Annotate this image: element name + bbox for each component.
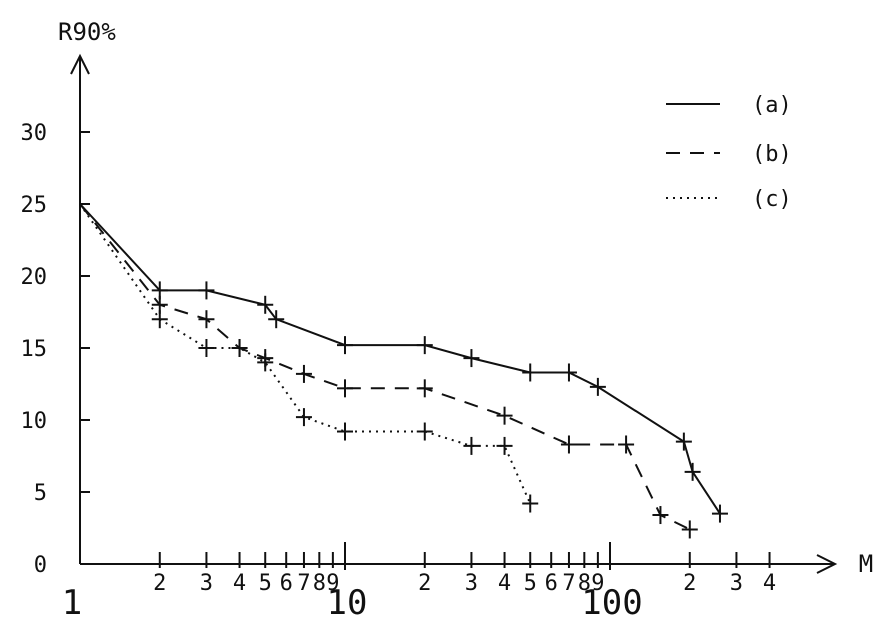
series-line-3 [79,203,532,504]
data-point-marker [618,435,635,454]
x-tick-label: 6 [280,571,293,596]
x-tick-label: 7 [297,571,310,596]
legend: (a) (b) (c) [666,93,792,212]
data-point-marker [463,436,480,455]
data-point-marker [295,408,312,427]
data-point-marker [589,377,606,396]
data-point-marker [675,432,692,451]
data-point-marker [711,504,728,523]
data-point-marker [416,422,433,441]
x-decade-label: 10 [327,583,368,621]
data-point-marker [268,310,285,329]
data-point-marker [198,310,215,329]
y-tick-label: 10 [21,409,48,434]
data-point-marker [231,339,248,357]
data-point-marker [198,339,215,357]
marker-layer [151,281,728,539]
legend-label-1: (a) [752,93,792,118]
legend-label-2: (b) [752,142,792,167]
data-point-marker [257,295,274,314]
x-tick-label: 6 [545,571,558,596]
data-point-marker [496,436,513,455]
x-tick-label: 8 [313,571,326,596]
data-point-marker [416,379,433,398]
data-point-marker [337,422,353,441]
data-point-marker [560,435,577,454]
y-tick-label: 25 [21,193,48,218]
data-point-marker [652,506,669,525]
data-point-marker [522,494,539,513]
y-axis-arrow [70,53,90,75]
x-tick-label: 9 [591,571,604,596]
data-point-marker [151,310,168,329]
x-tick-label: 2 [418,571,431,596]
data-point-marker [684,462,701,481]
data-point-marker [295,364,312,383]
data-point-marker [337,379,353,398]
data-point-marker [337,336,353,355]
data-point-marker [257,353,274,372]
x-decade-label: 100 [581,583,642,621]
x-tick-label: 4 [498,571,511,596]
data-point-marker [522,363,539,382]
data-point-marker [198,281,215,300]
data-point-marker [560,363,577,382]
series-line-1 [79,203,721,515]
x-tick-label: 3 [200,571,213,596]
y-tick-label: 15 [21,337,48,362]
x-tick-label: 9 [326,571,339,596]
data-point-marker [496,406,513,425]
data-point-marker [416,336,433,355]
data-point-marker [681,520,698,539]
x-tick-label: 8 [578,571,591,596]
x-tick-label: 2 [153,571,166,596]
x-tick-label: 3 [465,571,478,596]
y-tick-label: 0 [34,553,47,578]
series-layer [79,203,721,531]
y-axis-title: R90% [58,18,116,46]
legend-label-3: (c) [752,187,792,212]
x-tick-label: 2 [683,571,696,596]
x-tick-label: 4 [763,571,776,596]
data-point-marker [463,349,480,368]
x-tick-label: 5 [259,571,272,596]
y-tick-label: 30 [21,121,48,146]
series-line-2 [79,203,691,531]
x-decade-label: 1 [62,583,82,621]
x-axis-arrow [816,554,838,574]
x-tick-label: 3 [730,571,743,596]
x-tick-label: 5 [524,571,537,596]
y-tick-label: 20 [21,265,48,290]
x-axis-title: M [859,550,873,578]
y-tick-label: 5 [34,481,47,506]
x-tick-label: 7 [562,571,575,596]
x-tick-label: 4 [233,571,246,596]
